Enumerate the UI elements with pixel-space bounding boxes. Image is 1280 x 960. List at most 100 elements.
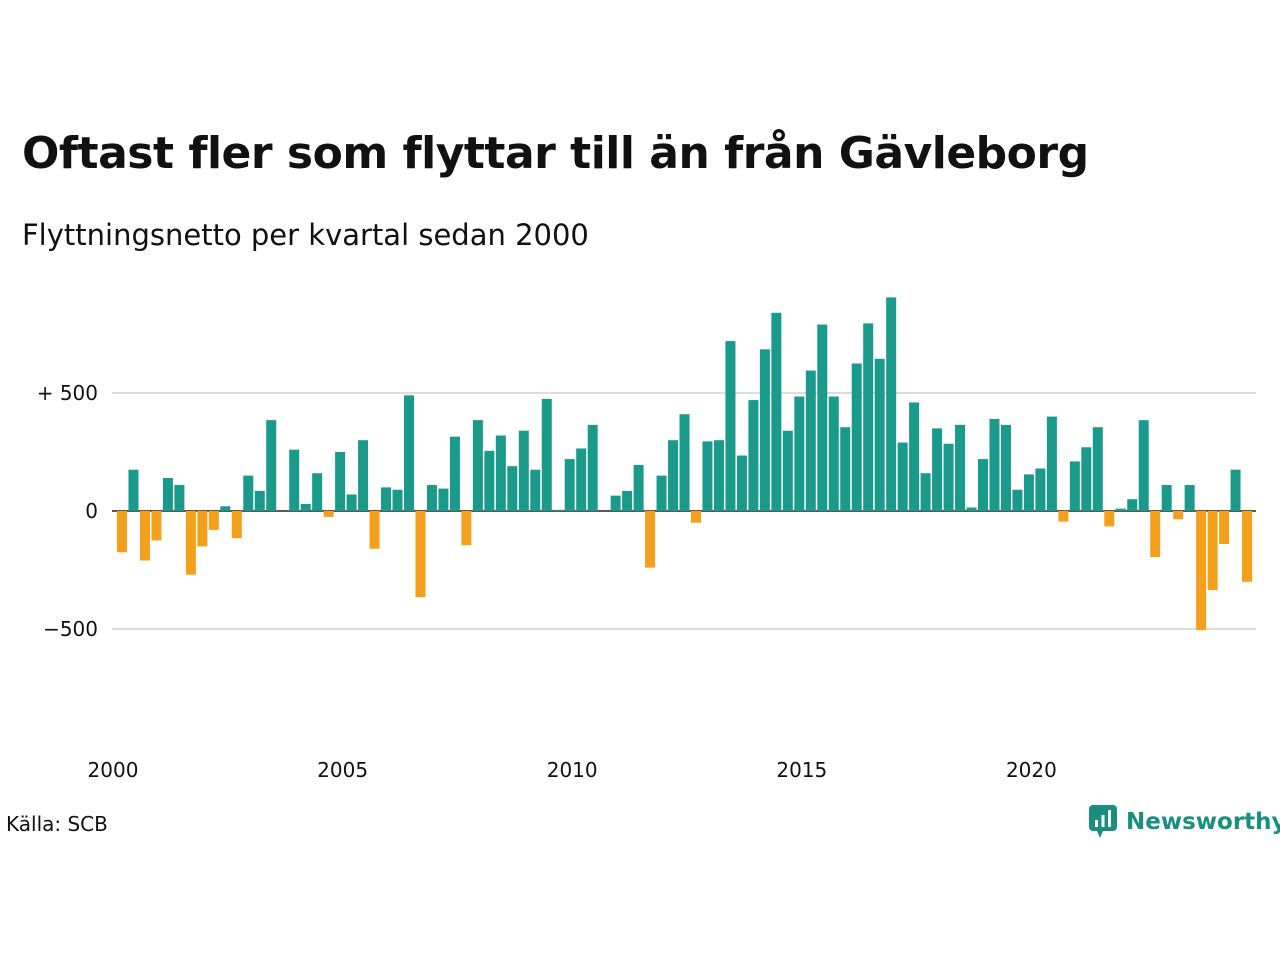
- bar: [759, 349, 770, 511]
- bar: [1058, 511, 1069, 522]
- bar: [817, 324, 828, 511]
- bar: [117, 511, 127, 553]
- source-note: Källa: SCB: [6, 812, 108, 836]
- bar: [266, 420, 277, 511]
- bar: [243, 475, 254, 511]
- bar: [415, 511, 426, 598]
- bar: [1161, 485, 1172, 511]
- bar: [197, 511, 208, 547]
- bar: [702, 441, 713, 511]
- bar: [932, 428, 943, 511]
- label-layer: + 500 0 −500 2000 2005 2010 2015 2020: [37, 381, 1057, 782]
- x-tick-label: 2020: [1006, 758, 1057, 782]
- bar: [139, 511, 150, 561]
- bar: [369, 511, 380, 549]
- bar: [507, 466, 518, 511]
- bar: [886, 297, 897, 511]
- bar: [335, 452, 346, 511]
- bar: [989, 418, 1000, 511]
- bar: [576, 448, 587, 511]
- bar: [1150, 511, 1161, 558]
- y-tick-label: + 500: [37, 381, 98, 405]
- bar: [564, 459, 575, 511]
- bar: [1127, 499, 1138, 511]
- bar: [966, 507, 977, 511]
- newsworthy-logo-icon: [1089, 805, 1117, 838]
- bar: [668, 440, 679, 511]
- y-tick-label: −500: [43, 617, 98, 641]
- bar-layer: [117, 297, 1253, 631]
- bar: [185, 511, 196, 575]
- bar: [289, 449, 300, 511]
- bar: [461, 511, 472, 546]
- x-tick-label: 2015: [776, 758, 827, 782]
- y-tick-label: 0: [85, 499, 98, 523]
- chart-title: Oftast fler som flyttar till än från Gäv…: [22, 128, 1089, 179]
- brand-name: Newsworthy: [1126, 809, 1280, 835]
- bar: [771, 312, 782, 511]
- bar: [472, 420, 483, 511]
- bar: [426, 485, 437, 511]
- bar: [312, 473, 323, 511]
- bar: [828, 396, 839, 511]
- bar: [346, 494, 357, 511]
- x-tick-label: 2010: [547, 758, 598, 782]
- bar: [943, 443, 954, 511]
- bar: [518, 430, 529, 511]
- bar: [1173, 511, 1184, 520]
- bar: [622, 490, 633, 511]
- bar: [392, 489, 403, 511]
- bar: [645, 511, 656, 568]
- bar: [438, 488, 449, 511]
- bar: [231, 511, 242, 539]
- bar: [553, 509, 564, 511]
- bar: [1012, 489, 1023, 511]
- bar: [1046, 416, 1057, 511]
- bar: [162, 477, 173, 511]
- x-tick-label: 2000: [88, 758, 139, 782]
- bar: [220, 506, 231, 511]
- bar: [863, 323, 874, 511]
- bar: [1092, 427, 1103, 511]
- bar: [909, 402, 920, 511]
- chart-subtitle: Flyttningsnetto per kvartal sedan 2000: [22, 218, 589, 252]
- bar: [1035, 468, 1046, 511]
- brand-logo[interactable]: Newsworthy: [1088, 804, 1280, 840]
- bar: [1115, 508, 1126, 511]
- bar: [1242, 511, 1253, 582]
- bar: [920, 473, 931, 511]
- bar: [300, 503, 311, 511]
- bar: [1104, 511, 1115, 527]
- bar: [1184, 485, 1195, 511]
- bar: [1000, 424, 1011, 511]
- bar: [358, 440, 369, 511]
- bar: [782, 430, 793, 511]
- bar: [713, 440, 724, 511]
- bar: [736, 455, 747, 511]
- bar: [151, 511, 162, 541]
- bar: [495, 435, 506, 511]
- bar: [679, 414, 690, 511]
- bar: [208, 511, 219, 530]
- bar: [748, 400, 759, 511]
- bar: [381, 487, 392, 511]
- bar: [1196, 511, 1207, 631]
- bar: [805, 370, 816, 511]
- bar: [874, 358, 885, 511]
- bar: [691, 511, 701, 523]
- bar: [840, 427, 851, 511]
- bar: [128, 469, 139, 511]
- bar: [978, 459, 988, 511]
- bar: [541, 398, 552, 511]
- bar: [1207, 511, 1218, 591]
- bar: [174, 485, 185, 511]
- x-tick-label: 2005: [317, 758, 368, 782]
- bar: [794, 396, 805, 511]
- bar: [897, 442, 908, 511]
- bar: [1069, 461, 1080, 511]
- bar: [323, 511, 334, 517]
- bar: [1219, 511, 1230, 545]
- bar: [484, 450, 495, 511]
- bar: [254, 490, 265, 511]
- bar: [633, 464, 644, 511]
